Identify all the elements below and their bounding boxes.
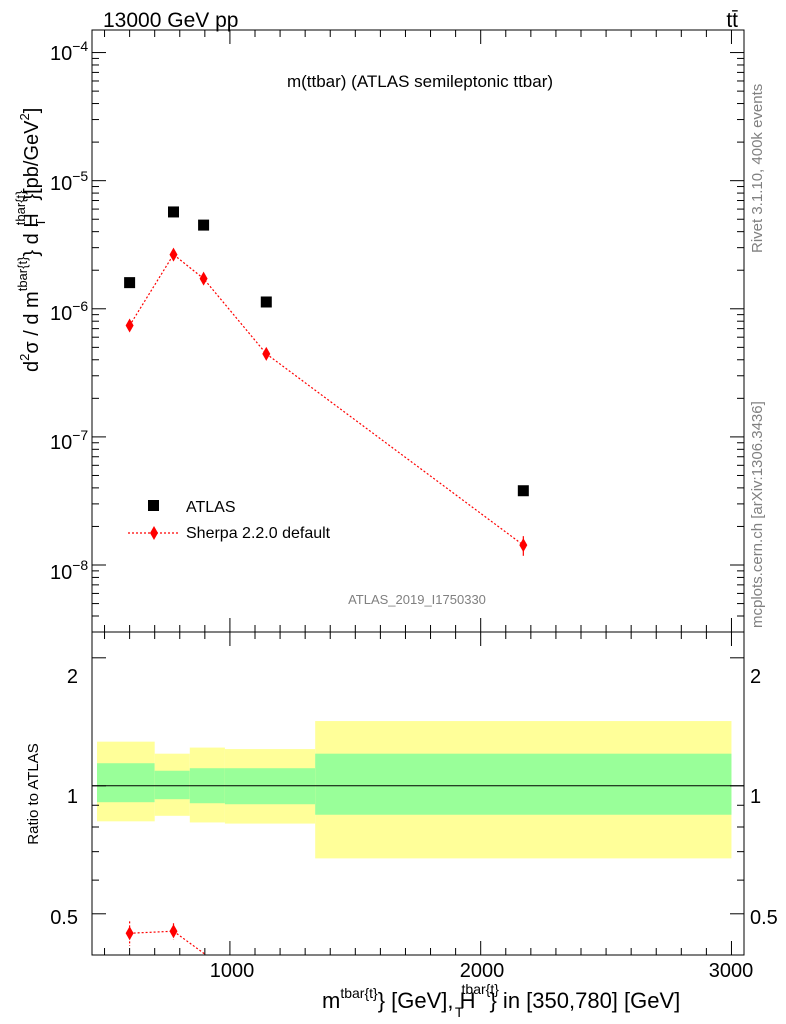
atlas-point — [124, 277, 136, 289]
main-y-tick-label: 10−8 — [50, 557, 88, 584]
ratio-plot-frame — [91, 631, 745, 956]
legend: ATLAS Sherpa 2.2.0 default — [128, 499, 331, 542]
atlas-point — [260, 296, 272, 308]
ratio-y-axis-title: Ratio to ATLAS — [25, 743, 42, 844]
sherpa-point — [199, 271, 208, 286]
atlas-point — [198, 219, 210, 231]
main-y-tick-labels: 10−4 10−5 10−6 10−7 10−8 — [50, 38, 88, 584]
sherpa-ratio-point — [125, 926, 134, 941]
ratio-y-tick-label-right: 1 — [750, 786, 761, 808]
ratio-y-tick-label-right: 2 — [750, 666, 761, 688]
main-y-tick-label: 10−7 — [50, 427, 88, 454]
legend-atlas-label: ATLAS — [186, 499, 236, 516]
x-tick-label: 1000 — [210, 960, 255, 982]
data-markers — [124, 206, 529, 946]
sherpa-point — [262, 346, 271, 361]
legend-sherpa-marker — [150, 526, 158, 540]
plot-title: m(ttbar) (ATLAS semileptonic ttbar) — [287, 72, 553, 91]
sherpa-point — [169, 247, 178, 262]
rivet-label: Rivet 3.1.10, 400k events — [749, 84, 766, 253]
sherpa-point — [519, 538, 528, 553]
main-y-tick-label: 10−6 — [50, 298, 88, 325]
x-tick-label: 3000 — [709, 960, 754, 982]
ratio-uncertainty-bands — [97, 721, 732, 859]
mcplots-label: mcplots.cern.ch [arXiv:1306.3436] — [749, 401, 766, 628]
stat-band — [154, 770, 190, 800]
sherpa-point — [125, 318, 134, 333]
stat-band — [97, 763, 155, 803]
main-y-tick-label: 10−5 — [50, 168, 88, 195]
main-y-tick-label: 10−4 — [50, 38, 88, 65]
x-tick-labels: 1000 2000 3000 — [210, 960, 754, 982]
axis-ticks — [92, 30, 744, 956]
sherpa-ratio-point — [169, 924, 178, 939]
ratio-y-tick-label-right: 0.5 — [750, 907, 778, 929]
legend-sherpa-label: Sherpa 2.2.0 default — [186, 525, 331, 542]
ratio-y-tick-label: 2 — [67, 666, 78, 688]
x-tick-label: 2000 — [460, 960, 505, 982]
atlas-point — [168, 206, 179, 218]
analysis-label: ATLAS_2019_I1750330 — [348, 592, 486, 607]
ratio-y-tick-labels: 2 1 0.5 2 1 0.5 — [50, 666, 778, 929]
ratio-y-tick-label: 1 — [67, 786, 78, 808]
process-label: tt̄ — [726, 9, 738, 32]
energy-label: 13000 GeV pp — [103, 9, 238, 32]
atlas-point — [517, 485, 529, 497]
stat-band — [315, 753, 732, 815]
legend-atlas-marker — [148, 500, 159, 511]
ratio-y-tick-label: 0.5 — [50, 907, 78, 929]
